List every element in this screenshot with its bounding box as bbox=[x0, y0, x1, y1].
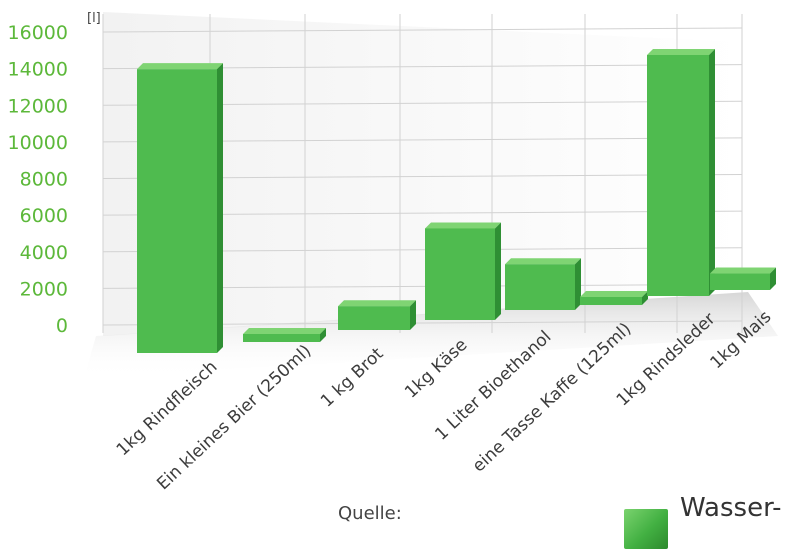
source-label: Quelle: bbox=[338, 503, 402, 524]
bar-top bbox=[137, 63, 223, 70]
y-tick-label: 6000 bbox=[20, 205, 68, 227]
legend-label: Wasser- bbox=[680, 493, 782, 523]
y-tick-label: 4000 bbox=[20, 242, 68, 264]
bar-side bbox=[217, 63, 223, 353]
bar bbox=[243, 328, 326, 342]
bar-side bbox=[642, 291, 648, 305]
y-tick-label: 16000 bbox=[8, 22, 68, 44]
bar-side bbox=[495, 222, 501, 320]
bar-side bbox=[410, 300, 416, 330]
legend-swatch bbox=[624, 509, 668, 549]
bar-side bbox=[770, 267, 776, 290]
back-wall bbox=[103, 12, 742, 336]
bar bbox=[505, 258, 581, 310]
y-tick-label: 8000 bbox=[20, 169, 68, 191]
bar-top bbox=[505, 258, 581, 265]
bar bbox=[710, 267, 776, 290]
y-tick-label: 2000 bbox=[20, 278, 68, 300]
y-tick-label: 12000 bbox=[8, 95, 68, 117]
bar-front bbox=[647, 55, 709, 296]
y-tick-label: 0 bbox=[56, 315, 68, 337]
bar-top bbox=[338, 300, 416, 307]
bar bbox=[580, 291, 648, 305]
bar-side bbox=[575, 258, 581, 310]
bar-side bbox=[320, 328, 326, 342]
bar-front bbox=[710, 273, 770, 290]
legend: Wasser- bbox=[624, 493, 781, 549]
bar-front bbox=[137, 69, 217, 353]
bar-front bbox=[338, 306, 410, 330]
bar-front bbox=[580, 297, 642, 305]
bar bbox=[338, 300, 416, 330]
floor-shadow bbox=[84, 292, 778, 378]
bar bbox=[425, 222, 501, 320]
bars bbox=[137, 49, 776, 353]
bar-side bbox=[709, 49, 715, 296]
bar bbox=[137, 63, 223, 353]
y-tick-label: 14000 bbox=[8, 59, 68, 81]
bar-front bbox=[425, 228, 495, 320]
y-tick-label: 10000 bbox=[8, 132, 68, 154]
bar-top bbox=[580, 291, 648, 297]
bar-top bbox=[710, 267, 776, 274]
bar bbox=[647, 49, 715, 296]
bar-top bbox=[425, 222, 501, 229]
y-unit-label: [l] bbox=[87, 11, 101, 26]
y-axis: 16000 14000 12000 10000 8000 6000 4000 2000 0 bbox=[8, 22, 68, 337]
bar-top bbox=[647, 49, 715, 55]
bar-front bbox=[505, 264, 575, 310]
bar-front bbox=[243, 334, 320, 342]
bar-top bbox=[243, 328, 326, 334]
